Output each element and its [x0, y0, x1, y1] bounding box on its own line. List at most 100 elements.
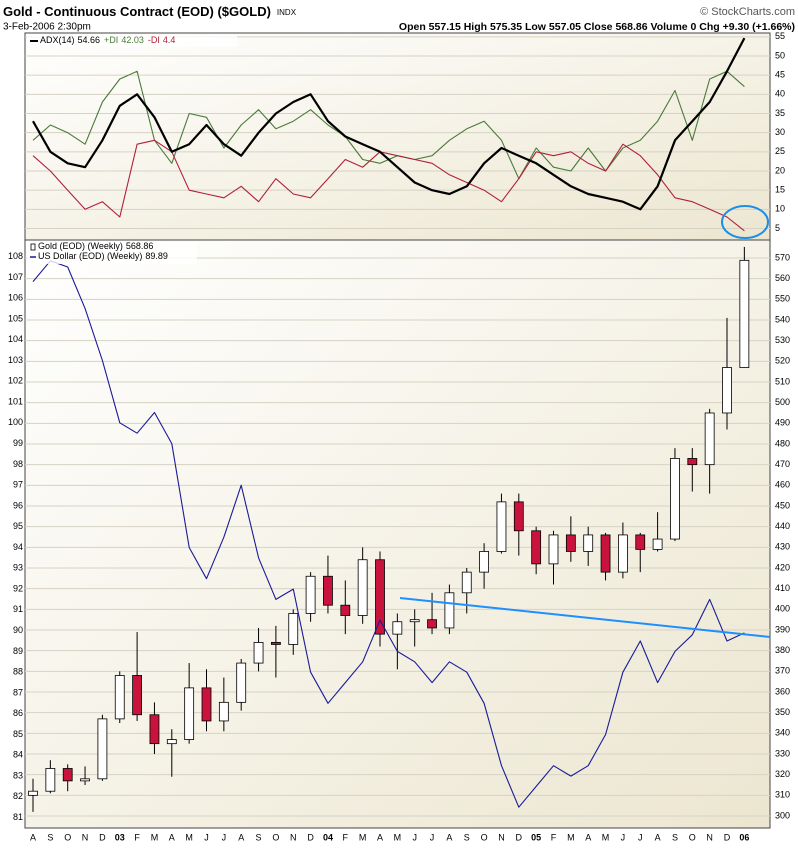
y-tick-label: 30	[775, 127, 785, 137]
x-tick-label: M	[359, 832, 367, 842]
candle-body	[461, 571, 472, 594]
y-tick-label: 10	[775, 204, 785, 214]
legend-swatch	[30, 243, 36, 251]
y-tick-label: 490	[775, 418, 790, 428]
line-series	[32, 37, 746, 211]
y-tick-label: 480	[775, 438, 790, 448]
y-tick-label: 55	[775, 31, 785, 41]
x-tick-label: 04	[323, 832, 333, 842]
x-tick-label: O	[272, 832, 279, 842]
x-tick-label: S	[256, 832, 262, 842]
adx-panel	[24, 32, 771, 241]
line-series	[32, 260, 745, 808]
x-tick-label: M	[602, 832, 610, 842]
candle-body	[305, 575, 316, 614]
candle-body	[618, 534, 628, 573]
candle-body	[409, 619, 420, 623]
candle-body	[114, 675, 125, 720]
x-tick-label: 03	[115, 832, 125, 842]
x-tick-label: F	[134, 832, 140, 842]
legend-label: Gold (EOD) (Weekly)	[38, 241, 123, 251]
y-tick-label: 510	[775, 376, 790, 386]
x-tick-label: A	[585, 832, 591, 842]
y2-tick-label: 102	[8, 376, 23, 386]
candle-body	[166, 739, 177, 745]
y-tick-label: 410	[775, 583, 790, 593]
y-tick-label: 20	[775, 165, 785, 175]
x-tick-label: M	[394, 832, 402, 842]
candle-body	[149, 714, 160, 745]
legend-label: -DI	[148, 35, 160, 45]
legend-value: 4.4	[163, 35, 176, 45]
candle-body	[392, 621, 403, 635]
legend-value: 89.89	[145, 251, 168, 261]
y2-tick-label: 100	[8, 417, 23, 427]
y-tick-label: 570	[775, 252, 790, 262]
y2-tick-label: 85	[13, 729, 23, 739]
candle-body	[687, 458, 698, 466]
x-tick-label: O	[689, 832, 696, 842]
y-tick-label: 25	[775, 146, 785, 156]
x-tick-label: N	[290, 832, 297, 842]
y2-tick-label: 99	[13, 438, 23, 448]
y-tick-label: 470	[775, 459, 790, 469]
x-tick-label: D	[724, 832, 731, 842]
candle-body	[427, 619, 437, 629]
y-tick-label: 390	[775, 624, 790, 634]
candle-body	[45, 768, 56, 792]
x-tick-label: M	[567, 832, 575, 842]
quote: Open 557.15 High 575.35 Low 557.05 Close…	[399, 21, 795, 33]
x-tick-label: O	[481, 832, 488, 842]
candle-body	[565, 534, 576, 552]
y-tick-label: 50	[775, 50, 785, 60]
x-tick-label: A	[377, 832, 383, 842]
y-tick-label: 5	[775, 223, 780, 233]
y2-tick-label: 84	[13, 750, 23, 760]
y-tick-label: 520	[775, 356, 790, 366]
y2-tick-label: 89	[13, 646, 23, 656]
y2-tick-label: 88	[13, 667, 23, 677]
x-tick-label: 06	[739, 832, 749, 842]
candle-body	[357, 559, 368, 616]
legend-value: 42.03	[121, 35, 144, 45]
y-tick-label: 45	[775, 70, 785, 80]
adx-layer: 5 10 15 20 25 30 35 40 45 50 55	[25, 31, 785, 233]
price-panel	[24, 239, 771, 829]
candle-body	[132, 675, 143, 716]
legend-bg	[27, 242, 197, 264]
candle-body	[722, 367, 732, 414]
candle-body	[28, 790, 38, 796]
y2-tick-label: 97	[13, 480, 23, 490]
y-tick-label: 500	[775, 397, 790, 407]
y2-tick-label: 106	[8, 293, 23, 303]
y2-tick-label: 90	[13, 625, 23, 635]
candle-body	[600, 534, 611, 573]
date: 3-Feb-2006 2:30pm	[3, 22, 91, 33]
y2-tick-label: 92	[13, 583, 23, 593]
line-series	[32, 139, 745, 232]
highlight-ellipse	[721, 205, 769, 239]
candle-body	[236, 662, 247, 703]
y-tick-label: 360	[775, 686, 790, 696]
y-tick-label: 550	[775, 294, 790, 304]
x-tick-label: O	[64, 832, 71, 842]
candle-body	[62, 768, 73, 782]
x-tick-label: A	[446, 832, 452, 842]
legend-value: 568.86	[126, 241, 154, 251]
y-tick-label: 450	[775, 500, 790, 510]
x-tick-label: D	[516, 832, 523, 842]
x-tick-label: J	[222, 832, 227, 842]
x-tick-label: J	[204, 832, 209, 842]
x-tick-label: N	[498, 832, 505, 842]
legend-bg	[27, 35, 237, 47]
candle-body	[184, 687, 195, 740]
y2-tick-label: 91	[13, 604, 23, 614]
x-tick-label: A	[30, 832, 36, 842]
y-tick-label: 40	[775, 89, 785, 99]
gold-legend: Gold (EOD) (Weekly) 568.86	[38, 241, 153, 251]
candle-body	[479, 551, 490, 573]
candle-body	[444, 592, 455, 629]
y-tick-label: 15	[775, 185, 785, 195]
x-tick-label: N	[82, 832, 89, 842]
